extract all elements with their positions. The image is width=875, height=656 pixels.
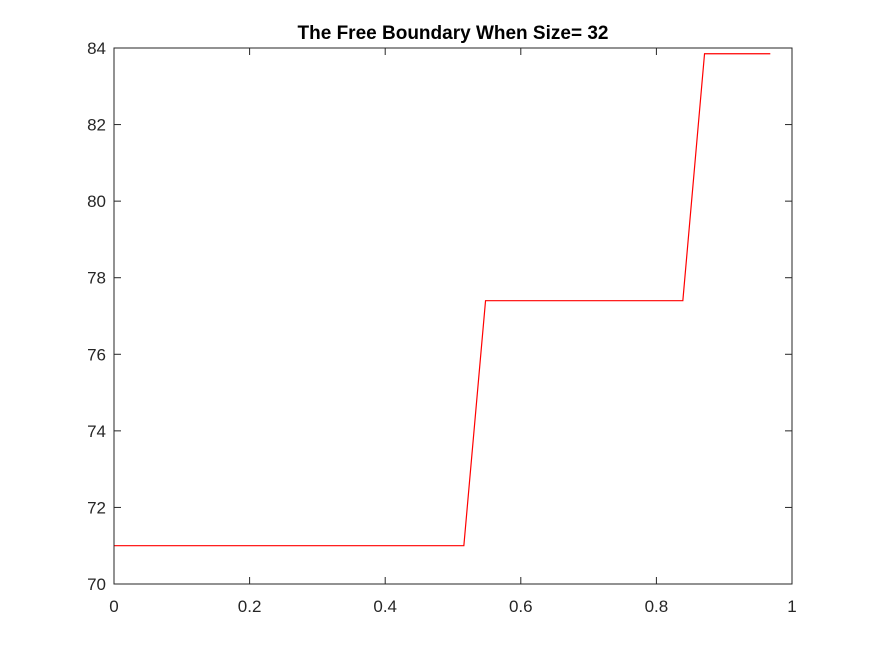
x-tick-label: 0.2 [238,597,262,616]
y-tick-label: 70 [87,575,106,594]
plot-area [114,48,792,584]
x-tick-label: 0.6 [509,597,533,616]
series-line [114,53,771,547]
axes-box [113,47,793,585]
y-tick-label: 76 [87,345,106,364]
series-layer [114,53,771,547]
y-tick-label: 74 [87,422,106,441]
x-tick-label: 1 [787,597,796,616]
y-tick-label: 72 [87,498,106,517]
y-tick-label: 80 [87,192,106,211]
y-tick-label: 78 [87,269,106,288]
y-tick-label: 82 [87,116,106,135]
x-tick-label: 0.4 [373,597,397,616]
y-tick-label: 84 [87,39,106,58]
x-tick-label: 0.8 [645,597,669,616]
ticks-layer: 0 0.2 0.4 0.6 0.8 1 70 72 74 76 78 80 82 84 [87,39,797,616]
chart-title: The Free Boundary When Size= 32 [298,23,609,44]
x-tick-label: 0 [109,597,118,616]
